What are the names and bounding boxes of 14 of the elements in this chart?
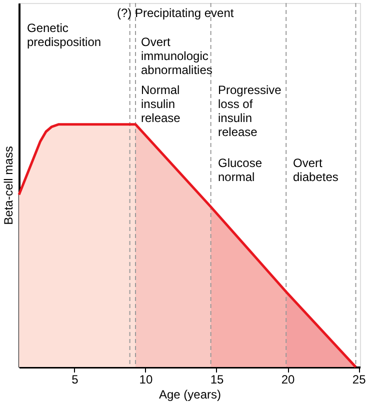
x-tick-label: 10 bbox=[139, 372, 153, 386]
annotation: Normal insulin release bbox=[141, 83, 181, 125]
annotation: Progressive loss of insulin release bbox=[218, 83, 282, 139]
annotation: Overt diabetes bbox=[293, 156, 338, 184]
text: Overt immunologic abnormalities bbox=[141, 35, 212, 77]
x-tick-label: 20 bbox=[281, 372, 296, 386]
x-tick-label: 25 bbox=[352, 372, 366, 386]
annotation: Glucose normal bbox=[218, 156, 262, 184]
x-tick-label: 5 bbox=[72, 372, 79, 386]
y-axis-title: Beta-cell mass bbox=[2, 146, 16, 225]
text: Genetic predisposition bbox=[27, 21, 102, 49]
x-axis-title: Age (years) bbox=[158, 388, 222, 402]
x-tick-label: 15 bbox=[210, 372, 224, 386]
text: (?) Precipitating event bbox=[117, 6, 234, 20]
